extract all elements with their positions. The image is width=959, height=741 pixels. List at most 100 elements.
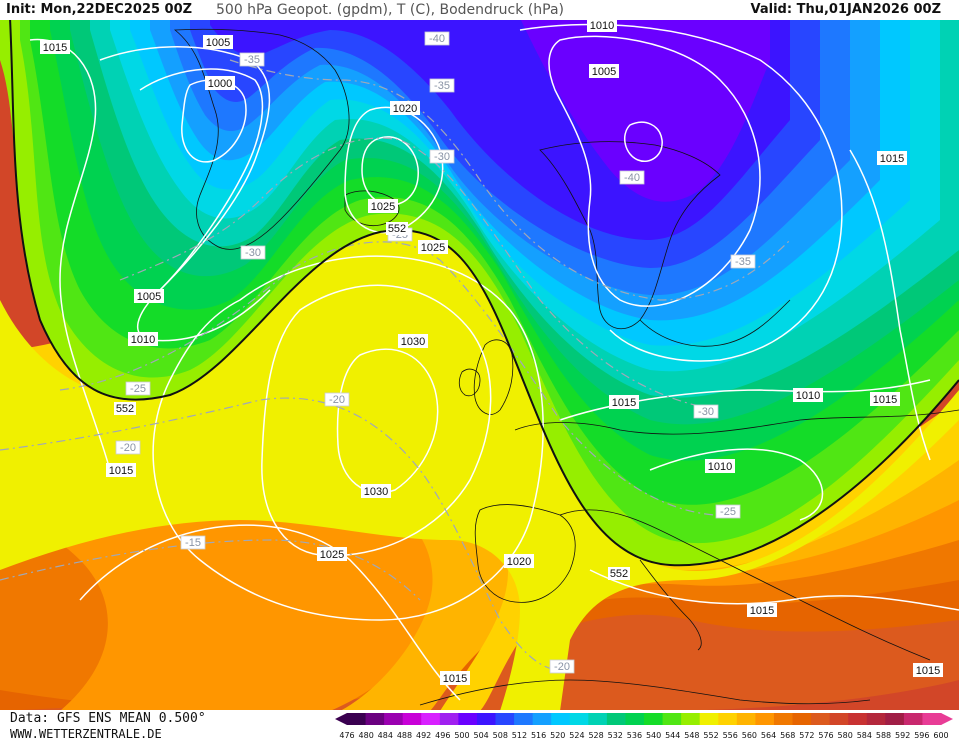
isotherm-label: -35 <box>434 80 450 92</box>
isobar-label: 1020 <box>507 556 531 568</box>
scale-swatch <box>439 713 459 725</box>
label-box: 1015 <box>40 40 70 54</box>
scale-tick-label: 560 <box>742 731 757 740</box>
label-box: 1005 <box>203 35 233 49</box>
isotherm-label: -25 <box>720 506 736 518</box>
weather-map: 1015 1005 1000 1020 1025 1025 1010 1005 … <box>0 18 959 711</box>
isobar-1005-east <box>548 35 761 307</box>
label-box: 1000 <box>205 76 235 90</box>
label-box: 1010 <box>705 459 735 473</box>
scale-swatch <box>773 713 793 725</box>
scale-swatch <box>532 713 552 725</box>
scale-tick-label: 484 <box>378 731 393 740</box>
scale-tick-label: 500 <box>454 731 469 740</box>
isobar-label: 1015 <box>750 605 774 617</box>
scale-swatch <box>588 713 608 725</box>
isobar-label: 1015 <box>109 465 133 477</box>
isobar-label: 1015 <box>612 397 636 409</box>
land-outlines <box>173 28 959 706</box>
temperature-labels: -40 -35 -35 -30 -25 -40 -35 -30 -25 -20 … <box>115 31 756 674</box>
scale-swatch <box>866 713 886 725</box>
scale-tick-label: 520 <box>550 731 565 740</box>
isobar-1030-azores <box>336 348 439 494</box>
scale-tick-label: 556 <box>723 731 738 740</box>
map-canvas: 1015 1005 1000 1020 1025 1025 1010 1005 … <box>0 18 959 711</box>
isotherm-minus-25 <box>59 241 741 517</box>
isotherm-label: -30 <box>245 247 261 259</box>
scale-tick-label: 568 <box>780 731 795 740</box>
isobar-label: 1000 <box>208 78 232 90</box>
isohypse-label: 552 <box>610 568 628 580</box>
isotherm-label: -25 <box>130 383 146 395</box>
label-box: 1015 <box>747 603 777 617</box>
scale-tick-label: 536 <box>627 731 642 740</box>
isobar-label: 1015 <box>916 665 940 677</box>
label-box: -20 <box>324 392 350 407</box>
label-box: -20 <box>115 440 141 455</box>
scale-swatch <box>569 713 589 725</box>
isobar-label: 1015 <box>880 153 904 165</box>
scale-tick-label: 512 <box>512 731 527 740</box>
isobar-labels: 1015 1005 1000 1020 1025 1025 1010 1005 … <box>40 18 943 685</box>
geopotential-bands <box>0 18 959 711</box>
temperature-lines <box>0 59 791 671</box>
scale-tick-label: 528 <box>588 731 603 740</box>
isobar-label: 1015 <box>43 42 67 54</box>
isobar-1005-west <box>139 68 264 291</box>
website-credit: WWW.WETTERZENTRALE.DE <box>10 727 162 741</box>
color-scale-legend: 476 480 484 488 492 496 500 504 508 512 516 520 524 5… <box>335 713 953 740</box>
label-box: -30 <box>693 404 719 419</box>
scale-swatch <box>848 713 868 725</box>
scale-swatch <box>551 713 571 725</box>
scale-tick-label: 480 <box>359 731 374 740</box>
label-box: -15 <box>180 535 206 550</box>
valid-time: Valid: Thu,01JAN2026 00Z <box>750 2 941 17</box>
isobar-1015-med <box>589 569 959 611</box>
label-box: 1015 <box>106 463 136 477</box>
geopot-labels: 552 552 552 <box>114 222 630 580</box>
greenland-coast <box>173 28 350 250</box>
baltic-coast <box>639 299 791 347</box>
isobar-label: 1020 <box>393 103 417 115</box>
isobar-label: 1010 <box>590 20 614 32</box>
isohypse-label: 552 <box>116 403 134 415</box>
isotherm-minus-35 <box>229 59 791 301</box>
scale-swatch <box>681 713 701 725</box>
scale-tick-label: 576 <box>818 731 833 740</box>
isotherm-label: -20 <box>329 394 345 406</box>
label-box: -40 <box>619 170 645 185</box>
label-box: 1025 <box>418 240 448 254</box>
label-box: 1010 <box>128 332 158 346</box>
label-box: 1015 <box>877 151 907 165</box>
label-box: 1015 <box>913 663 943 677</box>
isobar-1020-azores <box>152 255 544 621</box>
scale-tick-label: 516 <box>531 731 546 740</box>
isobar-1010-east <box>519 23 843 362</box>
scale-swatch <box>402 713 422 725</box>
label-box: 552 <box>386 222 408 235</box>
isobar-label: 1015 <box>443 673 467 685</box>
scale-swatch <box>384 713 404 725</box>
scale-swatch <box>885 713 905 725</box>
isobar-1010-west <box>99 46 271 342</box>
isotherm-label: -35 <box>244 54 260 66</box>
map-header: Init: Mon,22DEC2025 00Z 500 hPa Geopot. … <box>0 0 959 20</box>
isotherm-label: -40 <box>429 33 445 45</box>
isotherm-label: -35 <box>735 256 751 268</box>
label-box: 1005 <box>589 64 619 78</box>
scale-swatch <box>811 713 831 725</box>
scale-swatch <box>421 713 441 725</box>
scale-swatch <box>829 713 849 725</box>
scale-tick-label: 596 <box>914 731 929 740</box>
scale-swatch <box>662 713 682 725</box>
isobar-label: 1025 <box>320 549 344 561</box>
data-source: Data: GFS ENS MEAN 0.500° <box>10 711 206 726</box>
isotherm-label: -20 <box>554 661 570 673</box>
label-box: -20 <box>549 659 575 674</box>
init-time: Init: Mon,22DEC2025 00Z <box>6 2 193 17</box>
scale-swatch <box>755 713 775 725</box>
ireland-coast <box>458 368 481 397</box>
italy-coast <box>639 559 702 651</box>
scale-swatch <box>699 713 719 725</box>
scale-arrow-high <box>941 713 953 725</box>
